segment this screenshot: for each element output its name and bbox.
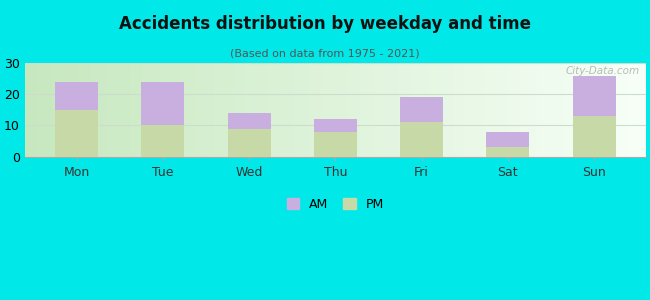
Bar [314,132,357,157]
Bar [573,116,616,157]
Bar [141,82,185,125]
Bar [400,122,443,157]
Bar [227,113,270,129]
Bar [55,110,98,157]
Bar [227,129,270,157]
Bar [486,147,529,157]
Bar [55,82,98,110]
Text: City-Data.com: City-Data.com [566,66,640,76]
Bar [141,125,185,157]
Bar [314,119,357,132]
Legend: AM, PM: AM, PM [281,193,389,216]
Text: (Based on data from 1975 - 2021): (Based on data from 1975 - 2021) [230,48,420,58]
Bar [573,76,616,116]
Bar [400,98,443,122]
Bar [486,132,529,147]
Text: Accidents distribution by weekday and time: Accidents distribution by weekday and ti… [119,15,531,33]
